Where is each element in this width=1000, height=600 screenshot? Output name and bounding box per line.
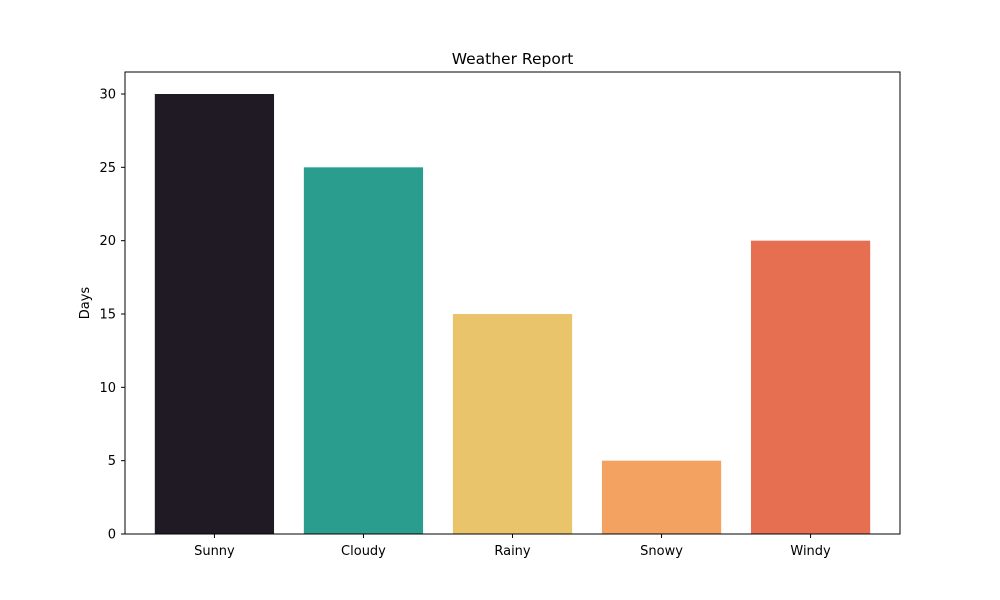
y-tick-label: 30 bbox=[99, 88, 116, 103]
y-tick-label: 5 bbox=[108, 454, 116, 469]
y-axis-label: Days bbox=[78, 287, 93, 320]
y-tick-label: 25 bbox=[99, 161, 116, 176]
bar-cloudy bbox=[303, 167, 424, 535]
y-tick-label: 10 bbox=[99, 381, 116, 396]
y-tick-label: 20 bbox=[99, 234, 116, 249]
y-tick-label: 15 bbox=[99, 308, 116, 323]
x-tick-label: Rainy bbox=[494, 544, 531, 559]
chart-title: Weather Report bbox=[452, 50, 574, 68]
x-axis: Sunny Cloudy Rainy Snowy Windy bbox=[194, 534, 831, 559]
y-tick-label: 0 bbox=[108, 528, 116, 543]
x-tick-label: Cloudy bbox=[341, 544, 386, 559]
bar-windy bbox=[750, 240, 871, 534]
x-tick-label: Snowy bbox=[640, 544, 683, 559]
bars-layer bbox=[154, 94, 871, 535]
x-tick-label: Windy bbox=[790, 544, 831, 559]
bar-rainy bbox=[452, 314, 573, 534]
y-axis: 0 5 10 15 20 25 30 bbox=[99, 88, 125, 543]
plot-frame bbox=[124, 71, 901, 535]
bar-sunny bbox=[154, 94, 275, 534]
bar-snowy bbox=[601, 460, 722, 534]
x-tick-label: Sunny bbox=[194, 544, 235, 559]
